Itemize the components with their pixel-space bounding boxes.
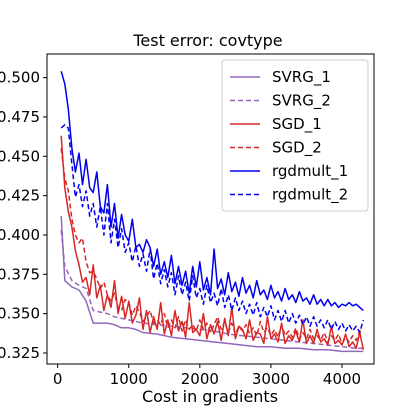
y-tick-label: 0.475 xyxy=(0,108,40,126)
y-tick-label: 0.425 xyxy=(0,187,40,205)
x-tick-label: 2000 xyxy=(181,370,219,388)
series-line-sgd-2 xyxy=(60,148,364,345)
x-tick-label: 0 xyxy=(53,370,63,388)
legend-label: rgdmult_1 xyxy=(272,162,348,181)
x-tick-label: 1000 xyxy=(110,370,148,388)
y-tick-label: 0.500 xyxy=(0,69,40,87)
legend-label: SGD_1 xyxy=(272,115,322,134)
legend: SVRG_1 SVRG_2 SGD_1 SGD_2 rgdmult_1 rgdmult_2 xyxy=(221,59,369,212)
chart-title: Test error: covtype xyxy=(132,31,282,50)
x-axis-ticks: 0 1000 2000 3000 4000 xyxy=(53,364,361,388)
plot-area xyxy=(60,71,365,353)
legend-label: SGD_2 xyxy=(272,139,322,158)
x-tick-label: 3000 xyxy=(252,370,290,388)
y-tick-label: 0.400 xyxy=(0,226,40,244)
y-tick-label: 0.375 xyxy=(0,265,40,283)
y-axis-ticks: 0.325 0.350 0.375 0.400 0.425 0.450 0.475 0.500 xyxy=(0,69,47,362)
series-line-svrg-1 xyxy=(60,216,364,353)
legend-label: SVRG_1 xyxy=(272,68,331,87)
x-tick-label: 4000 xyxy=(323,370,361,388)
series-line-rgdmult-2 xyxy=(60,124,365,334)
legend-label: SVRG_2 xyxy=(272,92,331,111)
legend-box xyxy=(221,59,369,212)
legend-label: rgdmult_2 xyxy=(272,186,348,205)
series-line-rgdmult-1 xyxy=(60,71,364,312)
plot-frame xyxy=(46,53,375,365)
y-tick-label: 0.350 xyxy=(0,305,40,323)
y-tick-label: 0.325 xyxy=(0,344,40,362)
x-axis-label: Cost in gradients xyxy=(142,387,278,406)
y-tick-label: 0.450 xyxy=(0,147,40,165)
